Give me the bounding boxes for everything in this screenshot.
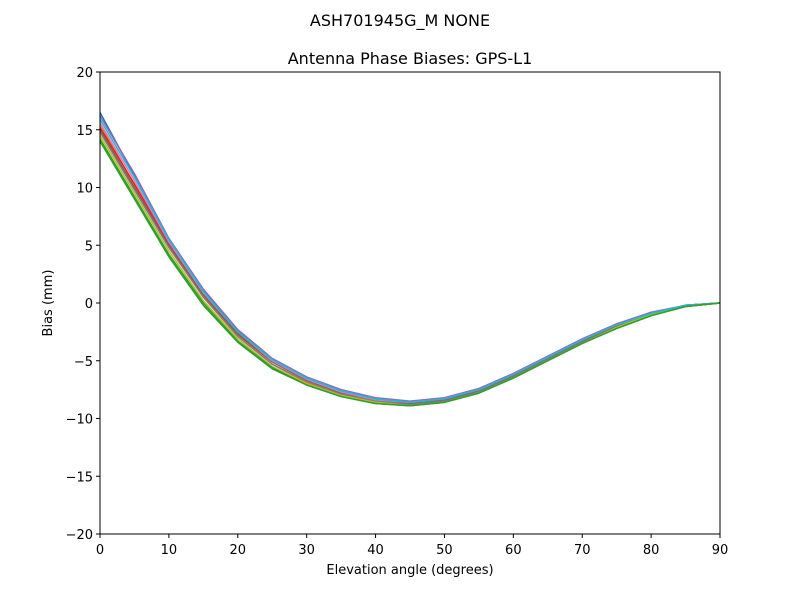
- x-axis-label: Elevation angle (degrees): [326, 563, 493, 578]
- y-tick-label: −10: [66, 413, 93, 428]
- x-tick-label: 50: [436, 543, 453, 558]
- y-tick-label: −15: [66, 470, 93, 485]
- x-tick-label: 10: [161, 543, 178, 558]
- x-tick-label: 0: [96, 543, 104, 558]
- x-tick-label: 60: [505, 543, 522, 558]
- series-line-6: [100, 129, 720, 405]
- x-tick-label: 30: [298, 543, 315, 558]
- series-line-9: [100, 135, 720, 407]
- series-line-11: [100, 138, 720, 407]
- y-tick-label: 20: [76, 66, 93, 81]
- series-line-2: [100, 123, 720, 406]
- plot-frame: [99, 71, 721, 535]
- series-line-5: [100, 115, 720, 402]
- series-line-1: [100, 112, 720, 404]
- x-tick-label: 20: [230, 543, 247, 558]
- series-line-8: [100, 131, 720, 406]
- y-tick-label: 0: [85, 297, 93, 312]
- series-line-10: [100, 118, 720, 404]
- x-tick-label: 70: [574, 543, 591, 558]
- y-tick-label: −20: [66, 528, 93, 543]
- figure-suptitle: ASH701945G_M NONE: [310, 11, 490, 31]
- y-tick-label: 15: [76, 124, 93, 139]
- x-tick-label: 80: [643, 543, 660, 558]
- y-tick-label: 10: [76, 182, 93, 197]
- chart-title: Antenna Phase Biases: GPS-L1: [288, 49, 533, 68]
- x-tick-label: 90: [712, 543, 729, 558]
- y-tick-label: 5: [85, 239, 93, 254]
- y-tick-label: −5: [74, 355, 93, 370]
- plot-area: 0 10 20 30 40 50 60 70 80 90 −20 −15 −10 −5 0 5 10 15 20: [66, 66, 729, 558]
- x-tick-label: 40: [367, 543, 384, 558]
- series-line-4: [100, 127, 720, 405]
- y-axis-label: Bias (mm): [41, 270, 56, 337]
- series-line-7: [100, 122, 720, 404]
